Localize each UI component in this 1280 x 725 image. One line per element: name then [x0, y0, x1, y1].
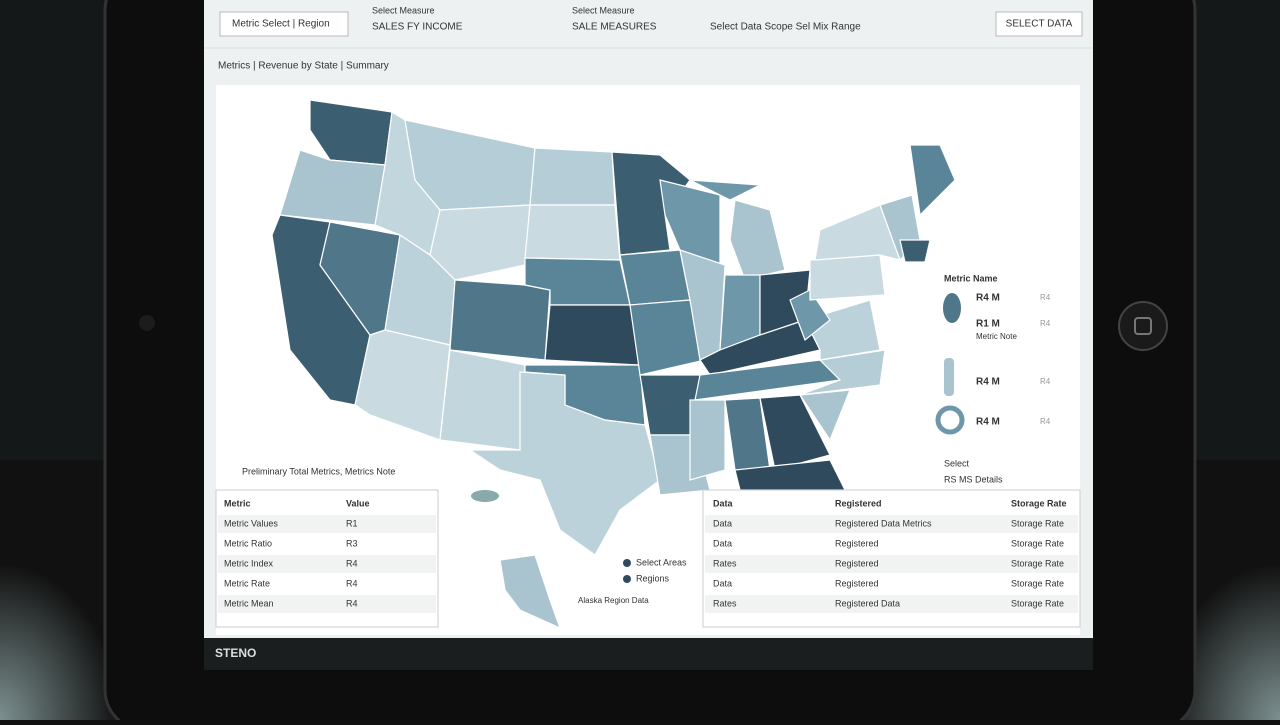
state[interactable]: [909, 144, 956, 217]
table-cell: Rates: [713, 598, 737, 608]
legend-icon: [943, 293, 961, 323]
table-cell: R4: [346, 598, 358, 608]
legend-icon: [935, 405, 965, 435]
table-row: [218, 555, 436, 573]
table-cell: Registered: [835, 578, 879, 588]
filter-label: Select Measure: [572, 5, 635, 15]
table-cell: Rates: [713, 558, 737, 568]
legend-value: R4 M: [976, 293, 1000, 304]
table-cell: R1: [346, 518, 358, 528]
table-row: [705, 595, 1078, 613]
table-header: Value: [346, 498, 370, 508]
state[interactable]: [809, 254, 886, 301]
table-header: Data: [713, 498, 734, 508]
state[interactable]: [529, 147, 616, 206]
state[interactable]: [814, 204, 901, 261]
legend-note: R4: [1040, 319, 1051, 328]
footer-text: STENO: [215, 646, 256, 660]
state[interactable]: [799, 349, 886, 396]
table-cell: Storage Rate: [1011, 538, 1064, 548]
table-row: [218, 515, 436, 533]
table-cell: Data: [713, 518, 732, 528]
state[interactable]: [429, 204, 531, 281]
state[interactable]: [524, 204, 621, 261]
table-cell: Metric Mean: [224, 598, 274, 608]
inset-legend: Select Areas: [636, 557, 687, 567]
table-cell: Storage Rate: [1011, 558, 1064, 568]
legend-title: Metric Name: [944, 273, 998, 283]
table-cell: Storage Rate: [1011, 598, 1064, 608]
legend-footer: RS MS Details: [944, 474, 1003, 484]
legend-note: R4: [1040, 417, 1051, 426]
table-cell: R3: [346, 538, 358, 548]
subtitle: Metrics | Revenue by State | Summary: [218, 61, 389, 72]
table-row: [705, 515, 1078, 533]
status-bar: [204, 638, 1093, 670]
inset-caption: Alaska Region Data: [578, 596, 649, 605]
table-cell: Registered Data Metrics: [835, 518, 932, 528]
table-row: [705, 555, 1078, 573]
table-cell: R4: [346, 578, 358, 588]
legend-note: R4: [1040, 293, 1051, 302]
us-map: [271, 99, 956, 630]
table-cell: Storage Rate: [1011, 578, 1064, 588]
button-label: SELECT DATA: [1006, 19, 1073, 30]
alaska[interactable]: [499, 554, 562, 630]
inset-legend: Regions: [636, 573, 670, 583]
table-cell: Metric Values: [224, 518, 278, 528]
table-header: Storage Rate: [1011, 498, 1067, 508]
table-cell: Data: [713, 538, 732, 548]
filter-label: Metric Select | Region: [232, 19, 330, 30]
table-cell: Metric Index: [224, 558, 274, 568]
table-cell: Storage Rate: [1011, 518, 1064, 528]
legend-icon: [944, 358, 954, 396]
legend-note: R4: [1040, 377, 1051, 386]
state[interactable]: [449, 279, 551, 361]
table-cell: Data: [713, 578, 732, 588]
legend-dot: [623, 575, 631, 583]
state[interactable]: [759, 394, 831, 471]
filter-box[interactable]: [219, 11, 349, 37]
legend-value: R4 M: [976, 377, 1000, 388]
table-cell: Registered: [835, 558, 879, 568]
filter-label: Select Measure: [372, 5, 435, 15]
hawaii[interactable]: [471, 490, 499, 502]
table-cell: Metric Ratio: [224, 538, 272, 548]
state[interactable]: [689, 399, 726, 481]
home-button[interactable]: [1118, 301, 1168, 351]
filter-value[interactable]: SALES FY INCOME: [372, 22, 463, 33]
legend-detail: Metric Note: [976, 332, 1017, 341]
table-cell: Metric Rate: [224, 578, 270, 588]
legend-value: R1 M: [976, 319, 1000, 330]
state[interactable]: [468, 371, 661, 556]
home-icon: [1134, 317, 1152, 335]
state[interactable]: [544, 304, 641, 366]
legend-dot: [623, 559, 631, 567]
table-cell: Registered Data: [835, 598, 900, 608]
state[interactable]: [789, 289, 831, 341]
table-cell: Registered: [835, 538, 879, 548]
table-cell: R4: [346, 558, 358, 568]
state[interactable]: [899, 239, 931, 263]
state[interactable]: [689, 179, 763, 201]
table-row: [218, 595, 436, 613]
legend-footer: Select: [944, 458, 970, 468]
table-header: Registered: [835, 498, 882, 508]
camera: [139, 315, 155, 331]
map-caption: Preliminary Total Metrics, Metrics Note: [242, 466, 395, 476]
button[interactable]: [995, 11, 1083, 37]
state[interactable]: [619, 249, 691, 306]
legend-value: R4 M: [976, 417, 1000, 428]
table-header: Metric: [224, 498, 251, 508]
state[interactable]: [439, 349, 526, 451]
filter-label[interactable]: Select Data Scope Sel Mix Range: [710, 22, 861, 33]
state[interactable]: [798, 389, 851, 442]
filter-value[interactable]: SALE MEASURES: [572, 22, 657, 33]
